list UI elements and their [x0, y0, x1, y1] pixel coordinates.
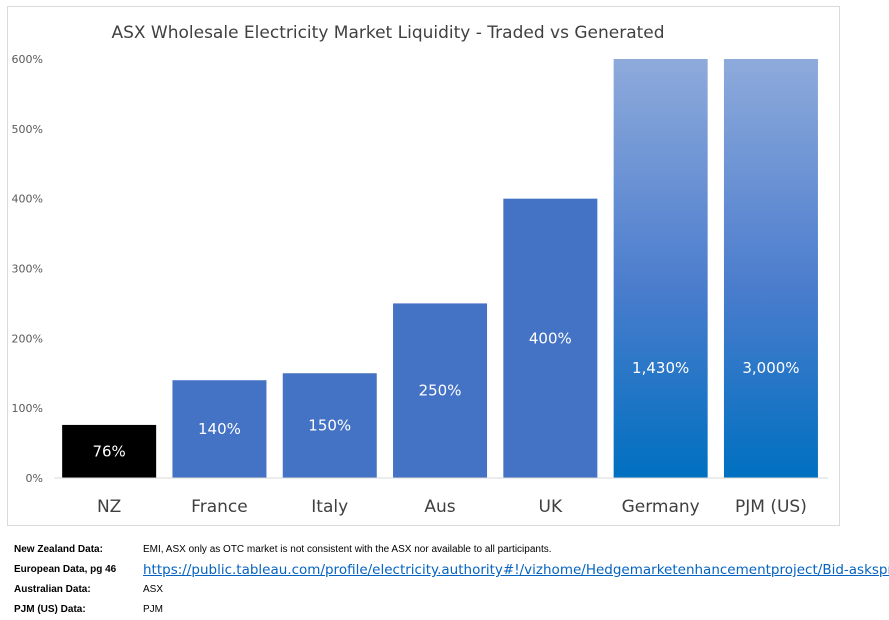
data-label: 150% [308, 417, 351, 435]
bar [723, 59, 818, 478]
bar [393, 303, 488, 478]
bar [503, 198, 598, 478]
x-tick-label: UK [539, 497, 563, 517]
y-tick-label: 600% [12, 53, 43, 66]
y-tick-label: 500% [12, 123, 43, 136]
source-label: PJM (US) Data: [14, 604, 86, 615]
bar [172, 380, 267, 478]
data-label: 76% [92, 442, 125, 460]
y-tick-label: 400% [12, 193, 43, 206]
x-tick-label: PJM (US) [735, 497, 807, 517]
y-axis: 0% 100% 200% 300% 400% 500% 600% [12, 53, 43, 485]
bar [282, 373, 377, 478]
source-label: Australian Data: [14, 584, 91, 595]
bar-chart: ASX Wholesale Electricity Market Liquidi… [12, 23, 828, 517]
data-label: 1,430% [632, 359, 689, 377]
data-label: 250% [419, 382, 462, 400]
x-axis: NZ France Italy Aus UK Germany PJM (US) [97, 497, 807, 517]
y-tick-label: 0% [26, 472, 43, 485]
bar-series: 76% 140% 150% 250% 400% 1,430% 3,000% [62, 59, 818, 478]
source-label: European Data, pg 46 [14, 564, 117, 575]
data-label: 140% [198, 420, 241, 438]
bar [613, 59, 708, 478]
source-label: New Zealand Data: [14, 544, 103, 555]
y-tick-label: 200% [12, 332, 43, 345]
source-value: ASX [143, 584, 164, 595]
chart-frame: ASX Wholesale Electricity Market Liquidi… [7, 6, 840, 526]
y-tick-label: 100% [12, 402, 43, 415]
x-tick-label: France [191, 497, 248, 517]
data-label: 3,000% [742, 359, 799, 377]
x-tick-label: Germany [622, 497, 700, 517]
bar [62, 424, 157, 478]
x-tick-label: NZ [97, 497, 121, 517]
source-value: PJM [143, 604, 163, 615]
y-tick-label: 300% [12, 263, 43, 276]
data-label: 400% [529, 329, 572, 347]
source-link[interactable]: https://public.tableau.com/profile/elect… [143, 562, 889, 578]
source-value: EMI, ASX only as OTC market is not consi… [143, 544, 552, 555]
x-tick-label: Italy [311, 497, 348, 517]
chart-title: ASX Wholesale Electricity Market Liquidi… [111, 23, 664, 43]
x-tick-label: Aus [424, 497, 455, 517]
